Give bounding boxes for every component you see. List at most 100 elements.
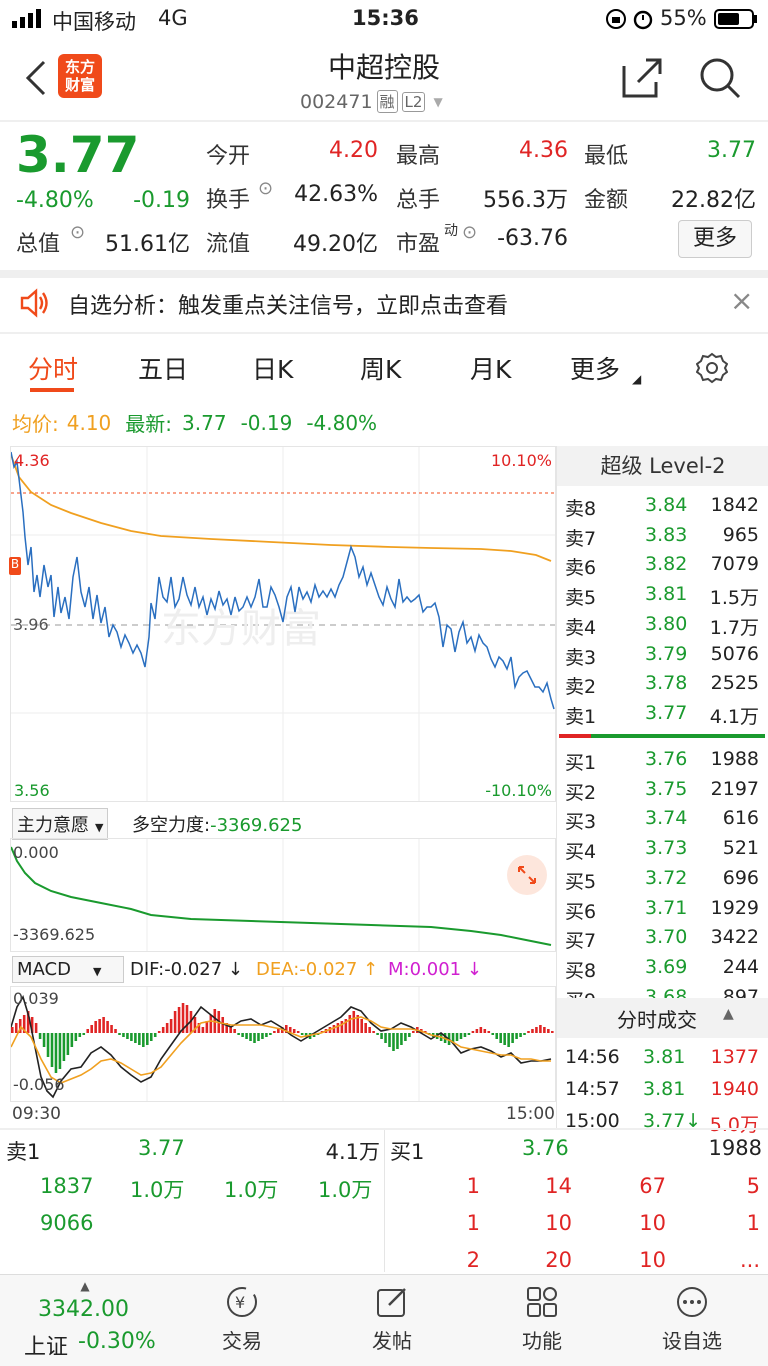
intraday-chart[interactable]: 东方财富 4.36 10.10% 3.96 3.56 -10.10% B <box>9 446 556 802</box>
margin-badge: 融 <box>376 90 398 113</box>
banner-text: 自选分析：触发重点关注信号，立即点击查看 <box>68 294 509 319</box>
caret-down-icon: ▼ <box>92 965 102 978</box>
signal-icon <box>12 8 46 33</box>
tab-more[interactable]: 更多 <box>570 355 621 384</box>
queue-sell-label: 卖1 <box>6 1140 41 1164</box>
ask-volume: 1.5万 <box>709 587 759 610</box>
nav-add-watchlist[interactable]: 设自选 <box>642 1285 742 1354</box>
latest-value: 3.77 <box>182 410 227 435</box>
stock-code: 002471 <box>300 90 373 113</box>
ask-price: 3.78 <box>645 672 688 695</box>
gear-icon[interactable] <box>695 352 729 390</box>
stock-name: 中超控股 <box>327 51 440 84</box>
bid-label: 买6 <box>565 900 597 923</box>
tab-weekly-k[interactable]: 周K <box>360 355 402 384</box>
macd-bar <box>551 1031 554 1033</box>
macd-bar <box>344 1019 348 1033</box>
more-button[interactable]: 更多 <box>678 220 752 258</box>
macd-bar <box>22 1015 26 1033</box>
low-price-label: 3.56 <box>14 781 50 800</box>
current-price: 3.77 <box>16 126 140 184</box>
nav-trade[interactable]: ¥ 交易 <box>192 1285 292 1354</box>
macd-bar <box>368 1027 371 1033</box>
macd-bar <box>507 1033 510 1047</box>
index-name[interactable]: 上证 <box>24 1335 69 1360</box>
close-icon[interactable]: × <box>730 284 754 317</box>
share-icon[interactable] <box>620 56 664 104</box>
alarm-icon <box>632 8 654 35</box>
info-icon[interactable]: ⊙ <box>462 222 478 243</box>
grid-icon <box>525 1285 559 1319</box>
macd-bar <box>463 1033 467 1037</box>
macd-bar <box>292 1029 296 1033</box>
ask-label: 卖6 <box>565 557 597 580</box>
change-amount: -0.19 <box>133 188 190 213</box>
tab-monthly-k[interactable]: 月K <box>470 355 512 384</box>
chevron-down-icon[interactable]: ▼ <box>433 94 443 109</box>
ask-price: 3.80 <box>645 612 688 635</box>
expand-icon[interactable] <box>507 855 547 895</box>
ask-ratio-bar <box>559 734 591 738</box>
macd-bar <box>269 1033 272 1035</box>
mid-price-label: 3.96 <box>13 615 49 634</box>
app-logo: 东方 财富 <box>58 54 102 98</box>
start-time-label: 09:30 <box>12 1104 61 1124</box>
ask-price: 3.83 <box>645 523 688 546</box>
analysis-banner[interactable]: 自选分析：触发重点关注信号，立即点击查看 × <box>0 278 768 330</box>
high-price-label: 4.36 <box>14 451 50 470</box>
ask-volume: 5076 <box>710 642 759 665</box>
macd-bar <box>372 1031 375 1033</box>
bid-label: 买9 <box>565 986 596 998</box>
macd-bar <box>146 1033 149 1045</box>
macd-bar <box>58 1033 62 1069</box>
indicator-dropdown[interactable]: 主力意愿 ▼ <box>12 808 109 840</box>
level2-badge: L2 <box>401 91 426 112</box>
macd-bar <box>408 1033 411 1037</box>
network-type: 4G <box>158 6 188 30</box>
macd-bar <box>241 1033 244 1037</box>
macd-bar <box>515 1033 518 1039</box>
index-value[interactable]: 3342.00 <box>38 1297 129 1322</box>
macd-dropdown[interactable]: MACD ▼ <box>12 956 124 983</box>
nav-functions[interactable]: 功能 <box>492 1285 592 1354</box>
tick-price: 3.81 <box>643 1078 686 1100</box>
queue-divider <box>384 1130 385 1272</box>
ask-price: 3.81 <box>645 583 688 606</box>
macd-bar <box>74 1033 78 1041</box>
bid-price: 3.69 <box>645 955 688 978</box>
tick-time: 14:56 <box>565 1046 620 1068</box>
tab-daily-k[interactable]: 日K <box>252 355 294 384</box>
queue-sell-cell: 9066 <box>40 1211 94 1235</box>
macd-bar <box>82 1033 86 1035</box>
turnover-value: 42.63% <box>294 182 378 207</box>
macd-bar <box>384 1033 387 1043</box>
ticks-header[interactable]: 分时成交 ▲ <box>557 998 768 1038</box>
caret-down-icon: ▼ <box>95 821 104 834</box>
tab-five-day[interactable]: 五日 <box>138 355 189 384</box>
amount-label: 金额 <box>584 188 629 213</box>
bid-ratio-bar <box>591 734 765 738</box>
macd-bar <box>126 1033 129 1039</box>
macd-bar <box>209 1015 213 1033</box>
macd-bar <box>253 1033 256 1043</box>
info-icon[interactable]: ⊙ <box>258 178 274 199</box>
bid-label: 买4 <box>565 841 597 864</box>
end-time-label: 15:00 <box>506 1104 555 1124</box>
tick-volume: 1940 <box>710 1078 759 1100</box>
order-book-title[interactable]: 超级 Level-2 <box>557 446 768 486</box>
macd-chart[interactable]: 0.039 -0.056 <box>10 986 556 1102</box>
tick-time: 15:00 <box>565 1110 620 1132</box>
buy-marker-badge[interactable]: B <box>9 557 21 575</box>
nav-post[interactable]: 发帖 <box>342 1285 442 1354</box>
queue-buy-cell: 1 <box>466 1174 480 1198</box>
index-change[interactable]: -0.30% <box>78 1329 156 1354</box>
macd-bar <box>340 1021 344 1033</box>
macd-bottom-label: -0.056 <box>13 1075 65 1094</box>
capital-chart[interactable]: 0.000 -3369.625 <box>10 838 556 952</box>
search-icon[interactable] <box>698 56 742 104</box>
macd-bar <box>142 1033 145 1047</box>
info-icon[interactable]: ⊙ <box>70 222 86 243</box>
back-icon[interactable] <box>22 58 52 102</box>
tab-intraday[interactable]: 分时 <box>28 355 79 384</box>
price-info-line: 均价: 4.10 最新: 3.77 -0.19 -4.80% <box>12 408 377 437</box>
